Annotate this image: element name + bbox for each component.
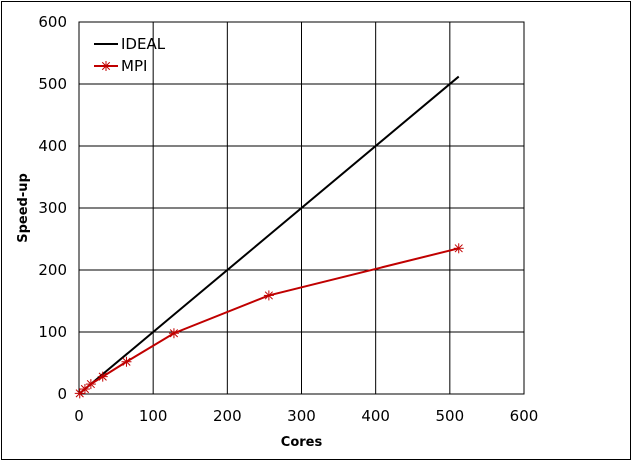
legend-marker <box>101 61 111 71</box>
x-tick-label: 200 <box>213 407 242 425</box>
legend: IDEAL MPI <box>94 35 166 75</box>
x-tick-label: 500 <box>436 407 465 425</box>
plot-border <box>78 21 525 395</box>
y-tick-label: 500 <box>38 75 67 93</box>
y-axis-title: Speed-up <box>16 173 31 243</box>
y-tick-label: 0 <box>57 385 67 403</box>
y-tick-label: 400 <box>38 137 67 155</box>
data-point-mpi <box>97 371 108 382</box>
series-layer <box>74 75 464 399</box>
y-tick-label: 600 <box>38 13 67 31</box>
series-line-ideal <box>79 75 460 395</box>
x-tick-label: 0 <box>74 407 84 425</box>
data-point-mpi <box>263 290 274 301</box>
x-tick-label: 400 <box>361 407 390 425</box>
x-tick-label: 100 <box>139 407 168 425</box>
data-point-mpi <box>85 379 96 390</box>
y-tick-label: 100 <box>38 323 67 341</box>
data-point-mpi <box>74 388 85 399</box>
data-point-mpi <box>121 356 132 367</box>
y-tick-label: 200 <box>38 261 67 279</box>
data-point-mpi <box>453 243 464 254</box>
legend-label: IDEAL <box>121 35 166 53</box>
x-axis-title: Cores <box>281 435 323 450</box>
legend-label: MPI <box>121 57 147 75</box>
x-tick-label: 600 <box>510 407 539 425</box>
y-tick-label: 300 <box>38 199 67 217</box>
data-point-mpi <box>79 384 90 395</box>
data-point-mpi <box>168 328 179 339</box>
x-tick-label: 300 <box>287 407 316 425</box>
tick-labels: 0 100 200 300 400 500 600 0 100 200 300 400 500 600 <box>38 13 538 425</box>
